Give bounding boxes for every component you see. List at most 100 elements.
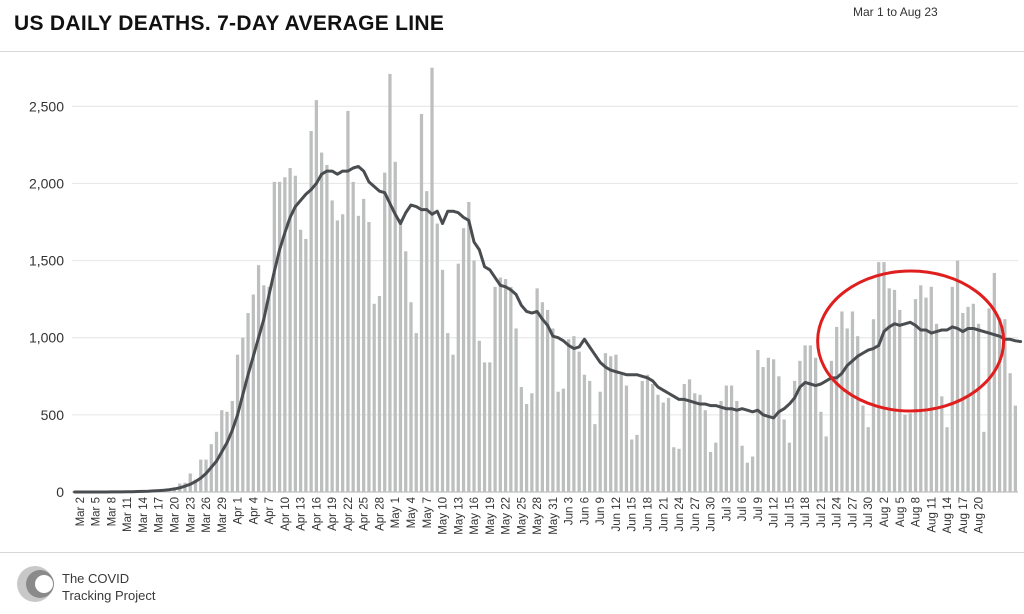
daily-deaths-bar <box>1008 373 1012 492</box>
x-tick-label: Mar 29 <box>217 497 229 533</box>
x-tick-label: May 1 <box>390 497 402 528</box>
daily-deaths-bar <box>740 445 744 492</box>
daily-deaths-bar <box>992 272 996 492</box>
x-tick-label: Jun 30 <box>706 497 718 532</box>
x-tick-label: Jul 24 <box>832 496 844 527</box>
daily-deaths-bar <box>377 296 382 492</box>
daily-deaths-bar <box>235 354 240 492</box>
daily-deaths-bar <box>987 308 991 492</box>
daily-deaths-bar <box>572 336 576 492</box>
daily-deaths-bar <box>829 360 834 492</box>
daily-deaths-bar <box>430 67 434 492</box>
daily-deaths-bar <box>435 223 439 493</box>
daily-deaths-bar <box>393 161 397 493</box>
daily-deaths-bar <box>856 336 860 492</box>
daily-deaths-bar <box>666 397 671 492</box>
x-tick-label: Jul 21 <box>816 497 828 528</box>
daily-deaths-bar <box>598 391 602 492</box>
daily-deaths-bar <box>703 410 707 492</box>
x-tick-label: May 16 <box>469 497 481 535</box>
x-tick-label: Apr 25 <box>359 497 371 531</box>
x-tick-label: Jun 24 <box>674 496 686 531</box>
daily-deaths-bar <box>367 222 371 492</box>
daily-deaths-bar <box>398 218 403 492</box>
y-tick-label: 2,000 <box>29 175 64 191</box>
daily-deaths-bar <box>409 302 413 492</box>
x-tick-label: Apr 13 <box>296 497 308 531</box>
daily-deaths-bar <box>467 201 471 492</box>
seven-day-average-line <box>73 164 1023 494</box>
x-tick-label: Aug 8 <box>911 497 923 527</box>
x-tick-label: Apr 7 <box>264 497 276 525</box>
x-tick-label: Mar 26 <box>201 497 213 533</box>
daily-deaths-bar <box>824 436 828 492</box>
x-tick-label: Aug 14 <box>942 496 954 533</box>
daily-deaths-bar <box>656 394 660 492</box>
daily-deaths-bar <box>724 385 728 492</box>
x-tick-label: Aug 5 <box>895 497 907 527</box>
daily-deaths-bar <box>971 303 975 492</box>
x-tick-label: Jul 27 <box>847 497 859 528</box>
daily-deaths-bar <box>451 354 455 492</box>
daily-deaths-bar <box>530 393 534 492</box>
x-tick-label: Jul 9 <box>753 497 765 521</box>
daily-deaths-bar <box>193 479 198 492</box>
daily-deaths-bar <box>898 309 902 492</box>
y-tick-label: 0 <box>56 484 64 500</box>
daily-deaths-bar <box>924 297 928 492</box>
x-tick-label: Aug 2 <box>879 497 891 527</box>
x-tick-label: Jun 15 <box>627 497 639 532</box>
daily-deaths-bar <box>945 427 949 492</box>
daily-deaths-bar <box>488 362 492 492</box>
daily-deaths-bar <box>298 229 303 492</box>
daily-deaths-bar <box>503 279 508 492</box>
x-tick-label: Apr 4 <box>248 496 260 524</box>
daily-deaths-bar <box>614 354 618 492</box>
daily-deaths-bar <box>314 100 319 492</box>
daily-deaths-bar <box>272 181 276 492</box>
daily-deaths-bar <box>635 434 639 492</box>
daily-deaths-bar <box>267 286 271 492</box>
daily-deaths-bar <box>461 228 466 492</box>
daily-deaths-bar <box>630 439 634 492</box>
daily-deaths-bar <box>645 374 650 492</box>
daily-deaths-bar <box>950 286 954 492</box>
daily-deaths-bar <box>325 164 329 492</box>
daily-deaths-bar <box>593 424 597 492</box>
x-tick-label: Mar 8 <box>106 497 118 526</box>
daily-deaths-bar <box>509 286 513 492</box>
daily-deaths-bar <box>288 168 292 492</box>
daily-deaths-bar <box>535 288 539 492</box>
x-tick-label: Aug 20 <box>974 497 986 533</box>
daily-deaths-bar <box>561 388 566 492</box>
x-tick-label: Jun 27 <box>690 497 702 532</box>
logo-text: The COVID Tracking Project <box>62 570 155 604</box>
daily-deaths-bar <box>840 311 844 492</box>
daily-deaths-bar <box>908 413 912 492</box>
daily-deaths-bar <box>750 456 755 492</box>
daily-deaths-bar <box>582 374 587 492</box>
daily-deaths-bar <box>698 394 702 492</box>
x-tick-label: Aug 11 <box>926 497 938 533</box>
x-tick-label: Jun 6 <box>579 497 591 525</box>
daily-deaths-bar <box>456 263 460 492</box>
daily-deaths-bar <box>845 328 849 492</box>
daily-deaths-bar <box>892 289 897 492</box>
covid-tracking-logo-icon <box>17 566 54 602</box>
daily-deaths-bar <box>341 214 345 493</box>
daily-deaths-bar <box>283 177 287 492</box>
daily-deaths-bar <box>787 442 792 492</box>
daily-deaths-bar <box>808 345 813 492</box>
daily-deaths-bar <box>708 451 713 492</box>
daily-deaths-bar <box>551 328 555 492</box>
daily-deaths-bar <box>982 431 986 492</box>
daily-deaths-bar <box>540 302 545 492</box>
daily-deaths-bar <box>199 459 203 492</box>
daily-deaths-bar <box>404 251 408 492</box>
daily-deaths-bar <box>955 260 960 492</box>
x-tick-label: Apr 10 <box>280 497 292 531</box>
daily-deaths-bar <box>498 277 502 492</box>
daily-deaths-bar <box>567 339 571 492</box>
x-tick-label: Jul 3 <box>721 497 733 521</box>
daily-deaths-bar <box>719 400 723 492</box>
